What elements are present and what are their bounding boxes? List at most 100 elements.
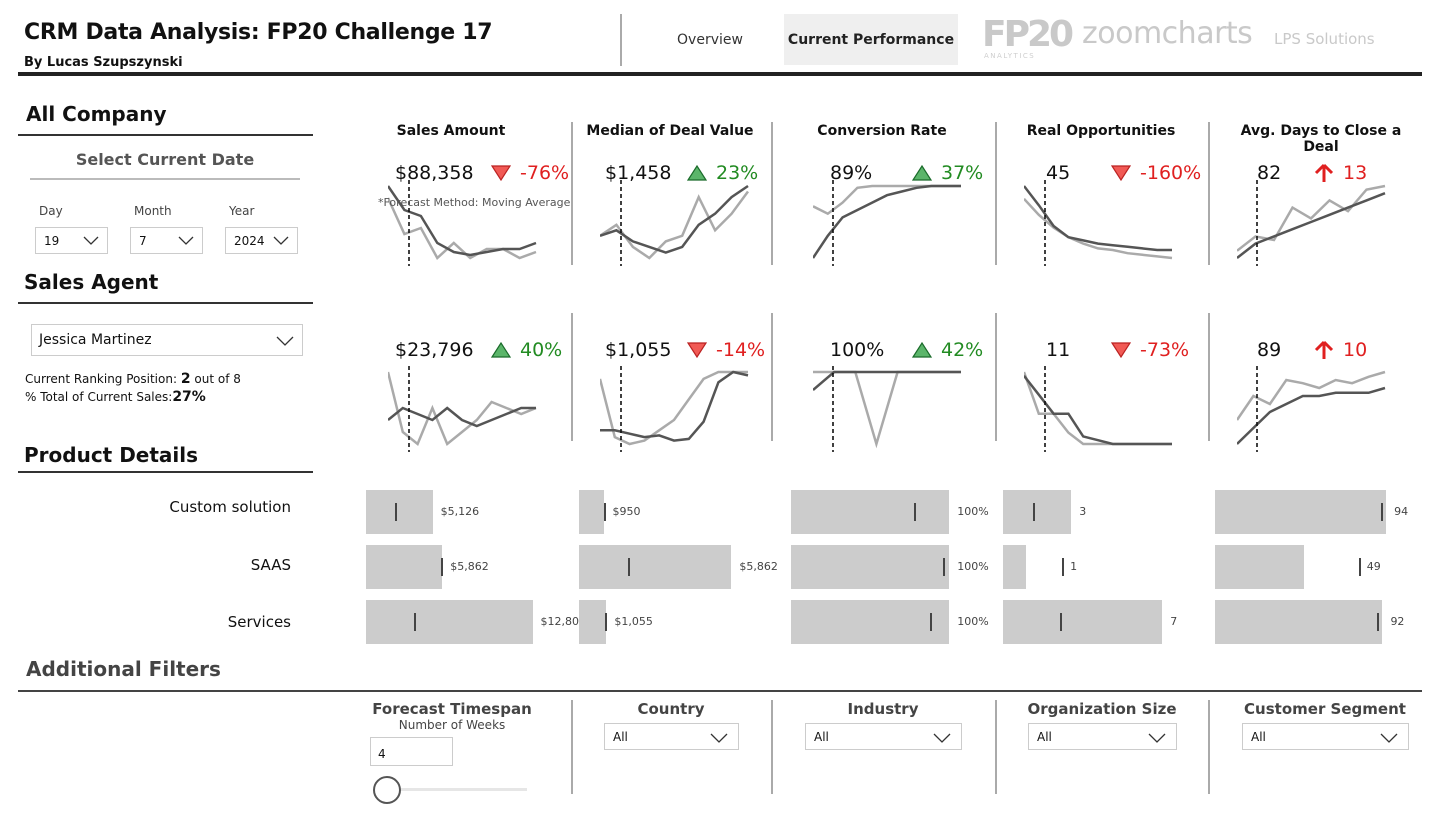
product-bar (366, 600, 533, 644)
day-dropdown[interactable]: 19 (35, 227, 108, 254)
product-bar-target-marker (1062, 558, 1065, 576)
kpi-delta-text: 37% (941, 162, 984, 184)
product-bar-value-label: 1 (1070, 560, 1078, 573)
product-label-custom-solution: Custom solution (169, 498, 291, 516)
forecast-method-note: *Forecast Method: Moving Average (378, 196, 571, 209)
kpi-agent-delta: 10 (1313, 339, 1367, 361)
product-bar (791, 545, 950, 589)
filter-dropdown-industry[interactable]: All (805, 723, 962, 750)
ranking-value: 2 (180, 371, 191, 387)
product-bar-target-marker (1032, 503, 1035, 521)
product-bar-target-marker (414, 613, 417, 631)
forecast-timespan-subtitle: Number of Weeks (398, 718, 506, 732)
kpi-title: Conversion Rate (817, 123, 947, 139)
kpi-company-delta: 37% (911, 162, 983, 184)
product-bar-value-label: $1,055 (614, 615, 653, 628)
chevron-down-icon (1380, 733, 1398, 743)
sparkline-chart-agent-sales (388, 366, 537, 452)
product-bar-target-marker (942, 558, 945, 576)
filter-dropdown-country[interactable]: All (604, 723, 739, 750)
product-bar (1003, 490, 1072, 534)
filter-dropdown-organization-size[interactable]: All (1028, 723, 1177, 750)
header-divider (620, 14, 622, 66)
product-bar-value-label: 49 (1366, 560, 1381, 573)
sales-agent-dropdown[interactable]: Jessica Martinez (31, 324, 303, 356)
chevron-down-icon (273, 236, 289, 245)
sales-agent-rule (18, 302, 313, 304)
kpi-agent-delta: -14% (686, 339, 765, 361)
sparkline-forecast-series (1024, 371, 1172, 446)
additional-filters-heading: Additional Filters (26, 657, 221, 681)
kpi-title: Avg. Days to Close a Deal (1240, 123, 1402, 155)
sparkline-actual-series (1237, 386, 1386, 445)
product-bar-value-label: 100% (957, 615, 989, 628)
ranking-prefix: Current Ranking Position: (25, 372, 178, 386)
triangle-up-icon (911, 164, 933, 181)
column-separator (995, 313, 997, 441)
product-bar-value-label: 3 (1079, 505, 1087, 518)
product-bar-value-label: 7 (1170, 615, 1178, 628)
sparkline-actual-series (813, 370, 961, 391)
product-label-saas: SAAS (250, 556, 291, 574)
forecast-timespan-title: Forecast Timespan (372, 700, 532, 718)
sparkline-forecast-series (1024, 197, 1173, 260)
product-bar (791, 490, 950, 534)
kpi-delta-text: -73% (1140, 339, 1190, 361)
kpi-title: Real Opportunities (1026, 123, 1176, 139)
sparkline-chart-company-days (1237, 180, 1386, 266)
nav-current-performance-button[interactable]: Current Performance (784, 14, 958, 65)
column-separator (771, 700, 773, 794)
triangle-down-icon (1110, 165, 1132, 182)
product-bar (1215, 545, 1305, 589)
product-bar-value-label: $5,126 (440, 505, 480, 518)
triangle-down-icon (1110, 342, 1132, 359)
lps-solutions-logo: LPS Solutions (1274, 30, 1375, 48)
product-bar (366, 490, 433, 534)
chevron-down-icon (933, 733, 951, 743)
page-subtitle: By Lucas Szupszynski (24, 55, 183, 70)
filter-value: All (1037, 729, 1052, 744)
product-bar-value-label: $5,862 (739, 560, 778, 573)
all-company-rule (18, 134, 313, 136)
forecast-slider-handle[interactable] (373, 776, 401, 804)
kpi-agent-delta: -73% (1110, 339, 1189, 361)
product-bar-value-label: $5,862 (450, 560, 489, 573)
kpi-agent-value: $23,796 (395, 339, 474, 361)
product-bar-value-label: 100% (957, 505, 989, 518)
zoomcharts-logo: zoomcharts (1082, 16, 1253, 51)
additional-filters-rule (18, 690, 1422, 692)
product-bar-target-marker (628, 558, 631, 576)
product-bar (366, 545, 443, 589)
filter-title-customer-segment: Customer Segment (1244, 700, 1406, 718)
nav-overview-button[interactable]: Overview (660, 14, 760, 65)
year-dropdown[interactable]: 2024 (225, 227, 298, 254)
filter-value: All (1251, 729, 1266, 744)
triangle-down-icon (490, 165, 512, 182)
page-title: CRM Data Analysis: FP20 Challenge 17 (24, 20, 493, 45)
sparkline-actual-series (1024, 185, 1172, 252)
column-separator (571, 700, 573, 794)
kpi-agent-value: 89 (1257, 339, 1282, 361)
product-bar-value-label: $12,808 (540, 615, 587, 628)
year-value: 2024 (234, 233, 265, 248)
sparkline-forecast-series (813, 184, 961, 216)
forecast-slider-track[interactable] (387, 788, 527, 791)
kpi-company-delta: 13 (1313, 162, 1367, 184)
sparkline-chart-company-conv (813, 180, 961, 266)
kpi-title: Median of Deal Value (586, 123, 754, 139)
kpi-delta-text: -160% (1140, 162, 1202, 184)
kpi-delta-text: 23% (716, 162, 759, 184)
filter-dropdown-customer-segment[interactable]: All (1242, 723, 1409, 750)
kpi-agent-value: 100% (830, 339, 885, 361)
filter-value: All (814, 729, 829, 744)
product-bar-value-label: 92 (1390, 615, 1405, 628)
product-bar (1003, 545, 1026, 589)
sparkline-chart-company-opps (1024, 180, 1173, 266)
product-bar-target-marker (604, 503, 607, 521)
kpi-agent-delta: 40% (490, 339, 562, 361)
month-label: Month (134, 204, 172, 218)
forecast-weeks-input[interactable]: 4 (370, 737, 453, 766)
day-value: 19 (44, 233, 60, 248)
sparkline-forecast-series (388, 371, 537, 447)
month-dropdown[interactable]: 7 (130, 227, 203, 254)
